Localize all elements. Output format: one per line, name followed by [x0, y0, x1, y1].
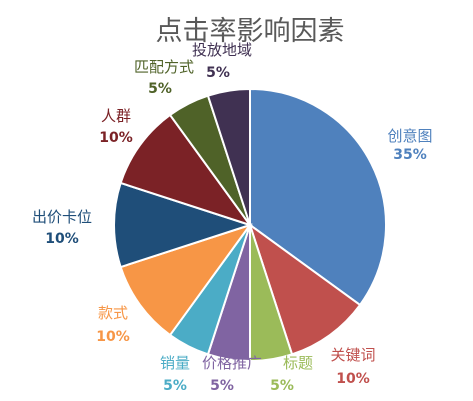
pie-slice [248, 222, 362, 356]
pie-slice [206, 87, 251, 226]
slice-label: 销量 [160, 354, 190, 372]
slice-value-label: 5% [148, 81, 172, 97]
pie-slice [119, 113, 253, 227]
pie-labels: 创意图 35% 关键词 10% 标题 5% 价格推广 5% 销量 5% 款式 10% 出价卡位 10% 人群… [32, 41, 433, 394]
pie-slice [113, 181, 254, 269]
slice-label: 出价卡位 [32, 208, 92, 226]
slice-label: 标题 [283, 354, 313, 372]
slice-label: 人群 [101, 107, 131, 125]
slice-label: 价格推广 [202, 354, 262, 372]
slice-value-label: 10% [99, 130, 133, 146]
slice-value-label: 10% [45, 231, 79, 247]
slice-value-label: 35% [393, 147, 427, 163]
slice-value-label: 5% [270, 378, 294, 394]
slice-label: 创意图 [387, 127, 432, 145]
slice-value-label: 5% [163, 378, 187, 394]
slice-value-label: 10% [336, 371, 370, 387]
slice-label: 投放地域 [192, 41, 252, 59]
pie-slice [119, 223, 253, 337]
slice-label: 匹配方式 [134, 58, 194, 76]
pie-slices [113, 87, 387, 363]
slice-value-label: 5% [206, 65, 230, 81]
slice-label: 款式 [98, 304, 128, 322]
slice-value-label: 5% [210, 378, 234, 394]
chart-title: 点击率影响因素 [156, 16, 345, 47]
slice-value-label: 10% [96, 329, 130, 345]
pie-slice [249, 87, 387, 307]
slice-label: 关键词 [330, 346, 375, 364]
